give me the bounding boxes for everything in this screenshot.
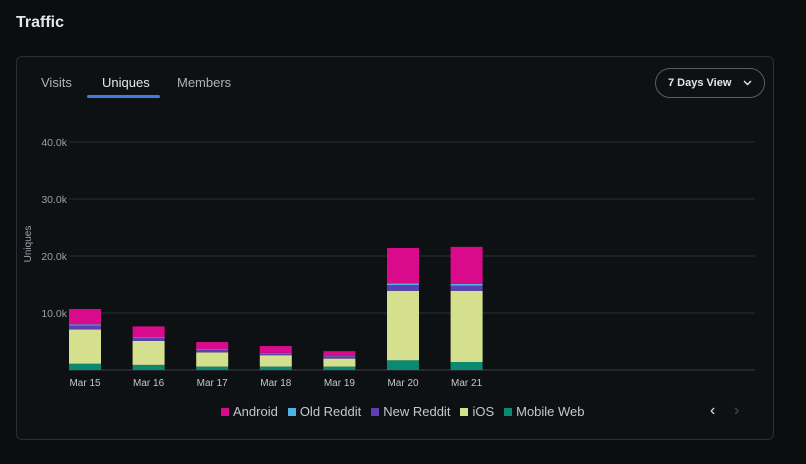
y-tick-label: 40.0k: [41, 137, 67, 149]
bar-segment: [450, 285, 483, 291]
chevron-left-icon[interactable]: ‹: [710, 402, 716, 419]
bar-segment: [450, 283, 483, 286]
tab-uniques[interactable]: Uniques: [102, 75, 150, 90]
bar-segment: [259, 355, 292, 367]
legend-label: Mobile Web: [516, 404, 585, 419]
bar-segment: [132, 338, 165, 341]
legend-swatch: [371, 407, 380, 416]
chevron-down-icon: [743, 80, 752, 86]
view-range-select[interactable]: 7 Days View: [655, 68, 765, 98]
bar-segment: [69, 325, 101, 330]
bar-segment: [132, 364, 165, 370]
bar-segment: [387, 360, 419, 370]
legend-item[interactable]: New Reddit: [371, 404, 450, 419]
tab-members[interactable]: Members: [177, 75, 232, 90]
bar-segment: [196, 366, 229, 370]
x-tick-label: Mar 19: [324, 378, 356, 389]
legend-swatch: [504, 407, 513, 416]
bar-segment: [387, 290, 419, 361]
page-title: Traffic: [16, 14, 65, 31]
bar-segment: [69, 324, 101, 326]
y-axis-label: Uniques: [23, 226, 34, 263]
x-tick-label: Mar 17: [197, 378, 229, 389]
legend-swatch: [221, 407, 229, 416]
x-tick-label: Mar 18: [260, 378, 292, 389]
x-tick-label: Mar 21: [451, 378, 483, 389]
bar-segment: [323, 356, 356, 357]
bar-segment: [196, 350, 229, 353]
chevron-right-icon[interactable]: ›: [734, 402, 740, 419]
bar-segment: [387, 248, 419, 284]
x-tick-label: Mar 15: [69, 378, 101, 389]
legend-label: New Reddit: [383, 404, 451, 419]
active-tab-indicator: [87, 95, 160, 98]
bar-segment: [132, 340, 165, 365]
bar-segment: [323, 366, 356, 370]
legend-label: Android: [233, 404, 278, 419]
bar-segment: [69, 309, 101, 325]
tab-visits[interactable]: Visits: [41, 75, 72, 90]
bar-segment: [196, 342, 229, 350]
bar-segment: [196, 352, 229, 367]
legend-item[interactable]: Android: [221, 404, 278, 419]
legend-label: iOS: [472, 404, 495, 419]
y-tick-label: 20.0k: [41, 251, 67, 263]
bar-segment: [132, 337, 165, 339]
traffic-chart: 40.0k 30.0k 20.0k 10.0k Uniques Mar 15 Mar 16 M…: [23, 137, 755, 389]
bar-segment: [323, 351, 356, 357]
bar-segment: [69, 363, 101, 370]
bar-segment: [132, 326, 165, 338]
legend-swatch: [460, 407, 469, 416]
bar-segment: [450, 290, 483, 363]
bar-segment: [259, 366, 292, 370]
bar-segment: [387, 285, 419, 291]
bar-segment: [259, 352, 292, 354]
bar-segment: [69, 329, 101, 364]
legend-item[interactable]: iOS: [460, 404, 494, 419]
legend-label: Old Reddit: [299, 404, 362, 419]
view-range-value: 7 Days View: [668, 77, 732, 89]
chart-legend: Android Old Reddit New Reddit iOS Mobile Web: [221, 404, 585, 419]
bar-segment: [387, 283, 419, 286]
legend-item[interactable]: Old Reddit: [287, 404, 362, 419]
bar-segment: [323, 356, 356, 359]
y-tick-label: 30.0k: [41, 194, 67, 206]
legend-item[interactable]: Mobile Web: [504, 404, 585, 419]
bar-segment: [450, 362, 483, 370]
legend-swatch: [287, 407, 296, 416]
bar-segment: [196, 349, 229, 351]
bar-segment: [323, 358, 356, 367]
x-tick-label: Mar 20: [387, 378, 419, 389]
bar-segment: [450, 246, 483, 284]
x-tick-label: Mar 16: [133, 378, 165, 389]
traffic-card: Visits Uniques Members 7 Days View 40.0k…: [16, 56, 774, 440]
y-tick-label: 10.0k: [41, 308, 67, 320]
bar-segment: [259, 346, 292, 353]
bar-segment: [259, 353, 292, 356]
